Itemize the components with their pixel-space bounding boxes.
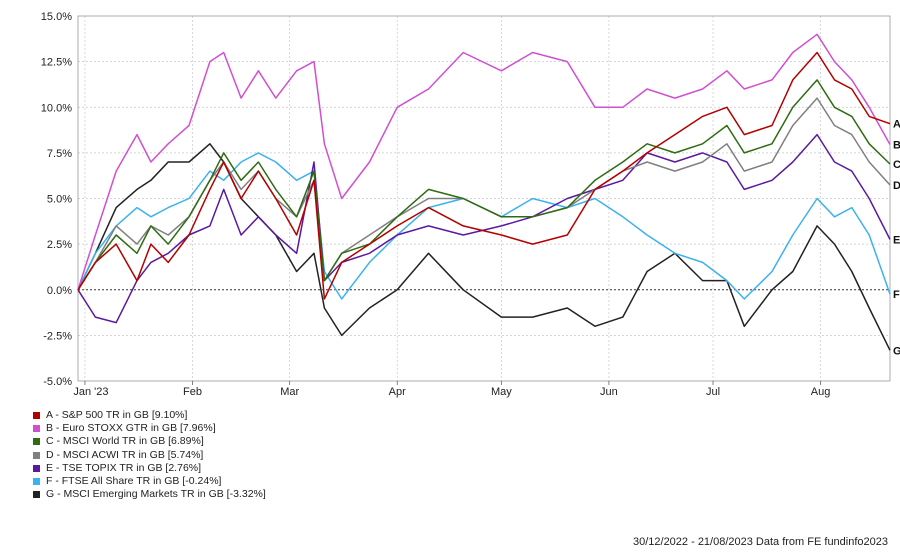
series-end-label-g: G (893, 345, 900, 357)
x-tick-label: Jun (600, 386, 618, 398)
x-tick-label: Mar (280, 386, 299, 398)
series-end-label-b: B (893, 139, 900, 151)
legend-swatch (33, 465, 40, 472)
y-tick-label: 0.0% (47, 285, 72, 297)
y-tick-label: 10.0% (41, 102, 72, 114)
chart-series (78, 34, 890, 350)
y-tick-label: -2.5% (43, 330, 72, 342)
y-tick-label: 15.0% (41, 11, 72, 23)
legend-label: A - S&P 500 TR in GB [9.10%] (46, 409, 187, 422)
legend-label: D - MSCI ACWI TR in GB [5.74%] (46, 449, 203, 462)
y-tick-label: 2.5% (47, 239, 72, 251)
x-tick-label: Jan '23 (73, 386, 108, 398)
x-tick-label: Apr (389, 386, 406, 398)
date-range-note: 30/12/2022 - 21/08/2023 Data from FE fun… (633, 536, 888, 548)
x-tick-label: Jul (706, 386, 720, 398)
series-line-f (78, 153, 890, 299)
series-line-b (78, 34, 890, 289)
y-tick-label: 7.5% (47, 148, 72, 160)
legend-swatch (33, 438, 40, 445)
legend-label: B - Euro STOXX GTR in GB [7.96%] (46, 422, 216, 435)
legend-swatch (33, 452, 40, 459)
legend-item-b: B - Euro STOXX GTR in GB [7.96%] (33, 422, 266, 435)
series-end-label-e: E (893, 234, 900, 246)
legend-item-d: D - MSCI ACWI TR in GB [5.74%] (33, 449, 266, 462)
legend-item-a: A - S&P 500 TR in GB [9.10%] (33, 409, 266, 422)
legend-item-f: F - FTSE All Share TR in GB [-0.24%] (33, 475, 266, 488)
legend-swatch (33, 478, 40, 485)
chart-axes: 15.0% 12.5% 10.0% 7.5% 5.0% 2.5% 0.0% -2.5% -5.0… (41, 11, 890, 398)
y-tick-label: -5.0% (43, 376, 72, 388)
series-line-a (78, 53, 890, 299)
series-end-label-a: A (893, 119, 900, 131)
y-tick-label: 12.5% (41, 57, 72, 69)
legend-item-e: E - TSE TOPIX TR in GB [2.76%] (33, 462, 266, 475)
series-end-label-f: F (893, 289, 900, 301)
legend-item-g: G - MSCI Emerging Markets TR in GB [-3.3… (33, 488, 266, 501)
legend-swatch (33, 425, 40, 432)
legend-item-c: C - MSCI World TR in GB [6.89%] (33, 435, 266, 448)
legend-label: C - MSCI World TR in GB [6.89%] (46, 435, 204, 448)
chart-legend: A - S&P 500 TR in GB [9.10%] B - Euro STO… (33, 409, 266, 501)
x-tick-label: Aug (811, 386, 831, 398)
series-line-g (78, 144, 890, 350)
series-end-label-d: D (893, 180, 900, 192)
x-tick-label: Feb (183, 386, 202, 398)
y-tick-label: 5.0% (47, 194, 72, 206)
legend-swatch (33, 412, 40, 419)
series-end-label-c: C (893, 159, 900, 171)
legend-label: G - MSCI Emerging Markets TR in GB [-3.3… (46, 488, 266, 501)
x-tick-label: May (491, 386, 512, 398)
legend-label: E - TSE TOPIX TR in GB [2.76%] (46, 462, 201, 475)
legend-label: F - FTSE All Share TR in GB [-0.24%] (46, 475, 221, 488)
legend-swatch (33, 491, 40, 498)
